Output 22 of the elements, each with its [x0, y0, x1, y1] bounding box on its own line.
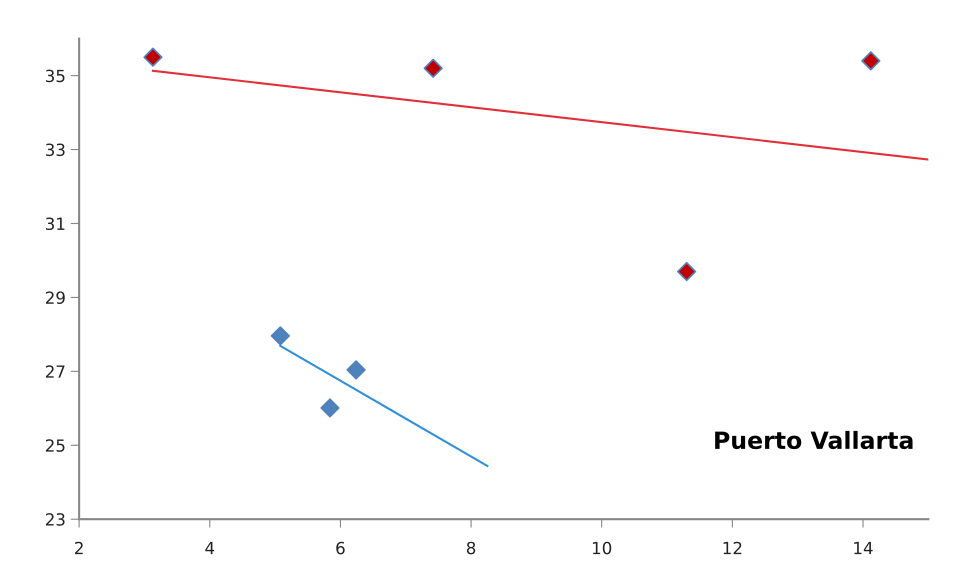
- x-tick-label: 10: [592, 542, 612, 554]
- point: [346, 360, 366, 380]
- y-tick-label: 29: [46, 291, 65, 304]
- point: [424, 58, 443, 78]
- point: [270, 326, 290, 346]
- y-tick-label: 23: [46, 513, 65, 526]
- y-tick-label: 25: [46, 439, 64, 452]
- point: [320, 398, 340, 418]
- y-tick-label: 33: [46, 144, 65, 156]
- x-tick-label: 4: [205, 542, 214, 554]
- y-tick-label: 35: [46, 70, 64, 82]
- x-tick-label: 8: [466, 542, 476, 554]
- point: [861, 51, 880, 70]
- x-tick-label: 2: [75, 542, 83, 554]
- x-tick-label: 6: [336, 542, 345, 554]
- point: [677, 262, 696, 282]
- x-tick-label: 12: [724, 542, 742, 554]
- y-tick-label: 27: [46, 365, 65, 378]
- y-tick-label: 31: [46, 217, 64, 230]
- x-tick-label: 14: [854, 542, 873, 554]
- annotation: Puerto Vallarta: [715, 430, 913, 450]
- point: [143, 48, 163, 67]
